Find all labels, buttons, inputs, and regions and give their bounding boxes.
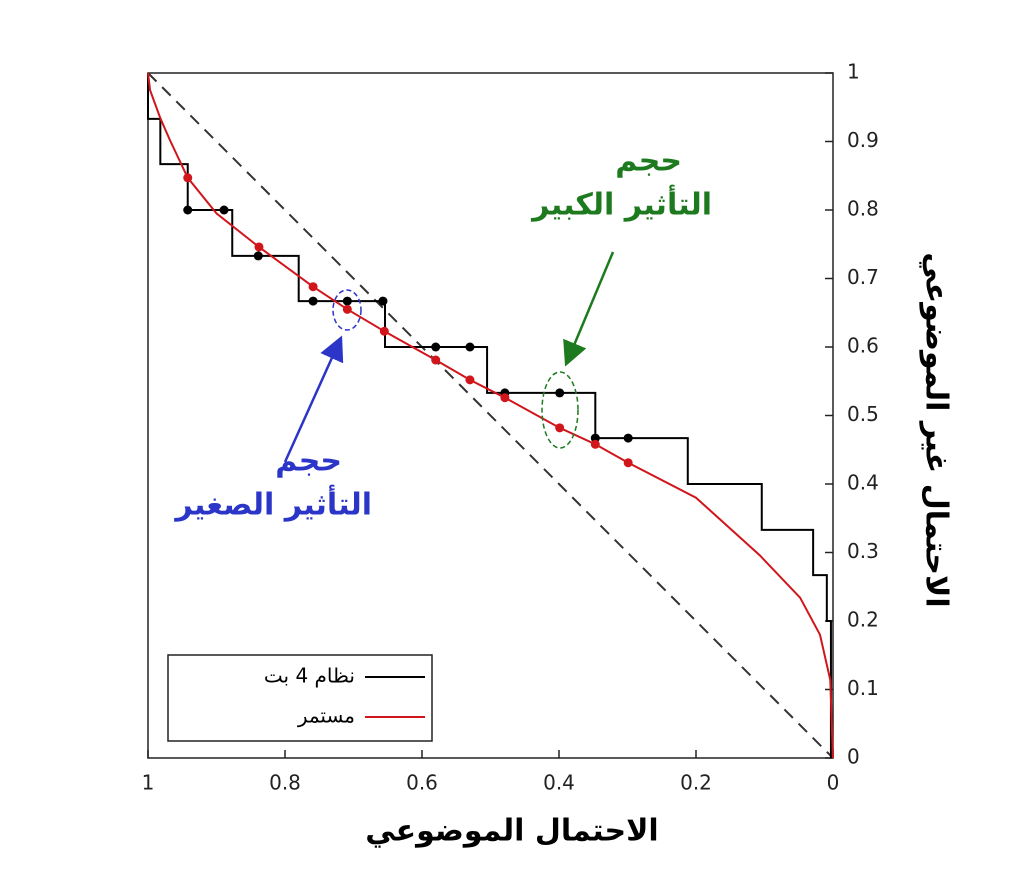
point [183,173,193,183]
point [555,423,565,433]
series-line [147,73,832,758]
legend-label: نظام 4 بت [264,664,355,688]
point [308,296,318,306]
point [254,242,264,252]
x-tick-label: 0.4 [543,771,575,795]
point [308,282,318,292]
point [378,296,388,306]
point [183,205,193,215]
legend-label: مستمر [297,704,355,728]
x-axis-label: الاحتمال الموضوعي [365,814,658,849]
point [500,393,510,403]
point [555,388,565,398]
highlight-ellipse [332,289,362,331]
y-tick-label: 0.9 [847,128,879,152]
annotation-text: التأثير الصغير [173,485,372,523]
y-tick-label: 0.2 [847,608,879,632]
series-line [147,72,834,759]
point [465,375,475,385]
point [219,205,229,215]
y-tick-label: 0.3 [847,539,879,563]
y-tick-label: 0.6 [847,334,879,358]
point [431,342,441,352]
x-tick-label: 0.8 [269,771,301,795]
y-tick-label: 0.1 [847,676,879,700]
y-tick-label: 1 [847,60,860,84]
y-tick-label: 0.4 [847,471,879,495]
x-tick-label: 1 [142,771,155,795]
y-tick-label: 0.5 [847,402,879,426]
x-tick-label: 0.2 [680,771,712,795]
y-tick-label: 0 [847,745,860,769]
point [590,439,600,449]
annotation-arrow [283,335,344,463]
point [342,296,352,306]
point [623,458,633,468]
highlight-ellipse [541,371,579,449]
x-tick-label: 0 [827,771,840,795]
y-tick-label: 0.7 [847,265,879,289]
y-axis-label: الاحتمال غير الموضوعي [919,252,954,607]
legend-box [167,654,433,742]
annotation-text: التأثير الكبير [530,185,712,223]
y-tick-label: 0.8 [847,197,879,221]
point [379,326,389,336]
point [465,342,475,352]
annotation-arrow [563,251,615,367]
annotation-text: حجم [615,144,682,179]
reference-line [147,72,834,759]
point [253,251,263,261]
point [590,433,600,443]
x-tick-label: 0.6 [406,771,438,795]
point [342,304,352,314]
point [623,433,633,443]
point [431,355,441,365]
